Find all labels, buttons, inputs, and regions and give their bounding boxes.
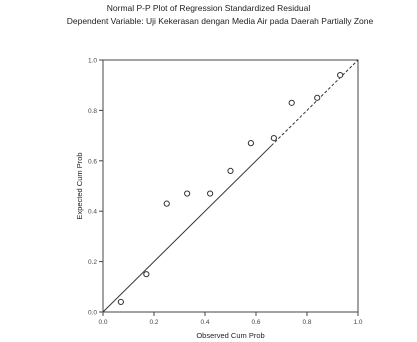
x-tick-label: 0.0: [98, 319, 107, 326]
y-tick-label: 1.0: [88, 58, 97, 65]
y-tick-label: 0.0: [88, 310, 97, 317]
x-tick-label: 0.8: [302, 319, 311, 326]
data-point: [314, 94, 321, 101]
data-point: [143, 271, 150, 278]
y-tick-label: 0.8: [88, 108, 97, 115]
data-point: [117, 298, 124, 306]
chart-title: Normal P-P Plot of Regression Standardiz…: [106, 3, 311, 13]
reference-line-dashed: [270, 59, 359, 147]
y-tick-label: 0.6: [88, 158, 97, 165]
data-point: [207, 190, 214, 197]
data-point: [270, 135, 277, 142]
y-tick-label: 0.2: [88, 259, 97, 266]
y-axis-label: Expected Cum Prob: [75, 152, 84, 219]
x-tick-label: 1.0: [353, 319, 362, 326]
data-point: [163, 200, 170, 207]
data-point: [288, 99, 295, 106]
x-axis-label: Observed Cum Prob: [196, 331, 264, 340]
data-point: [227, 167, 234, 174]
x-tick-label: 0.4: [200, 319, 209, 326]
x-tick-label: 0.6: [251, 319, 260, 326]
reference-line: [102, 145, 272, 313]
chart-subtitle: Dependent Variable: Uji Kekerasan dengan…: [66, 16, 374, 26]
x-tick-label: 0.2: [149, 319, 158, 326]
data-point: [337, 72, 344, 79]
y-tick-label: 0.4: [88, 209, 97, 216]
data-point: [247, 140, 254, 147]
data-point: [184, 190, 191, 197]
